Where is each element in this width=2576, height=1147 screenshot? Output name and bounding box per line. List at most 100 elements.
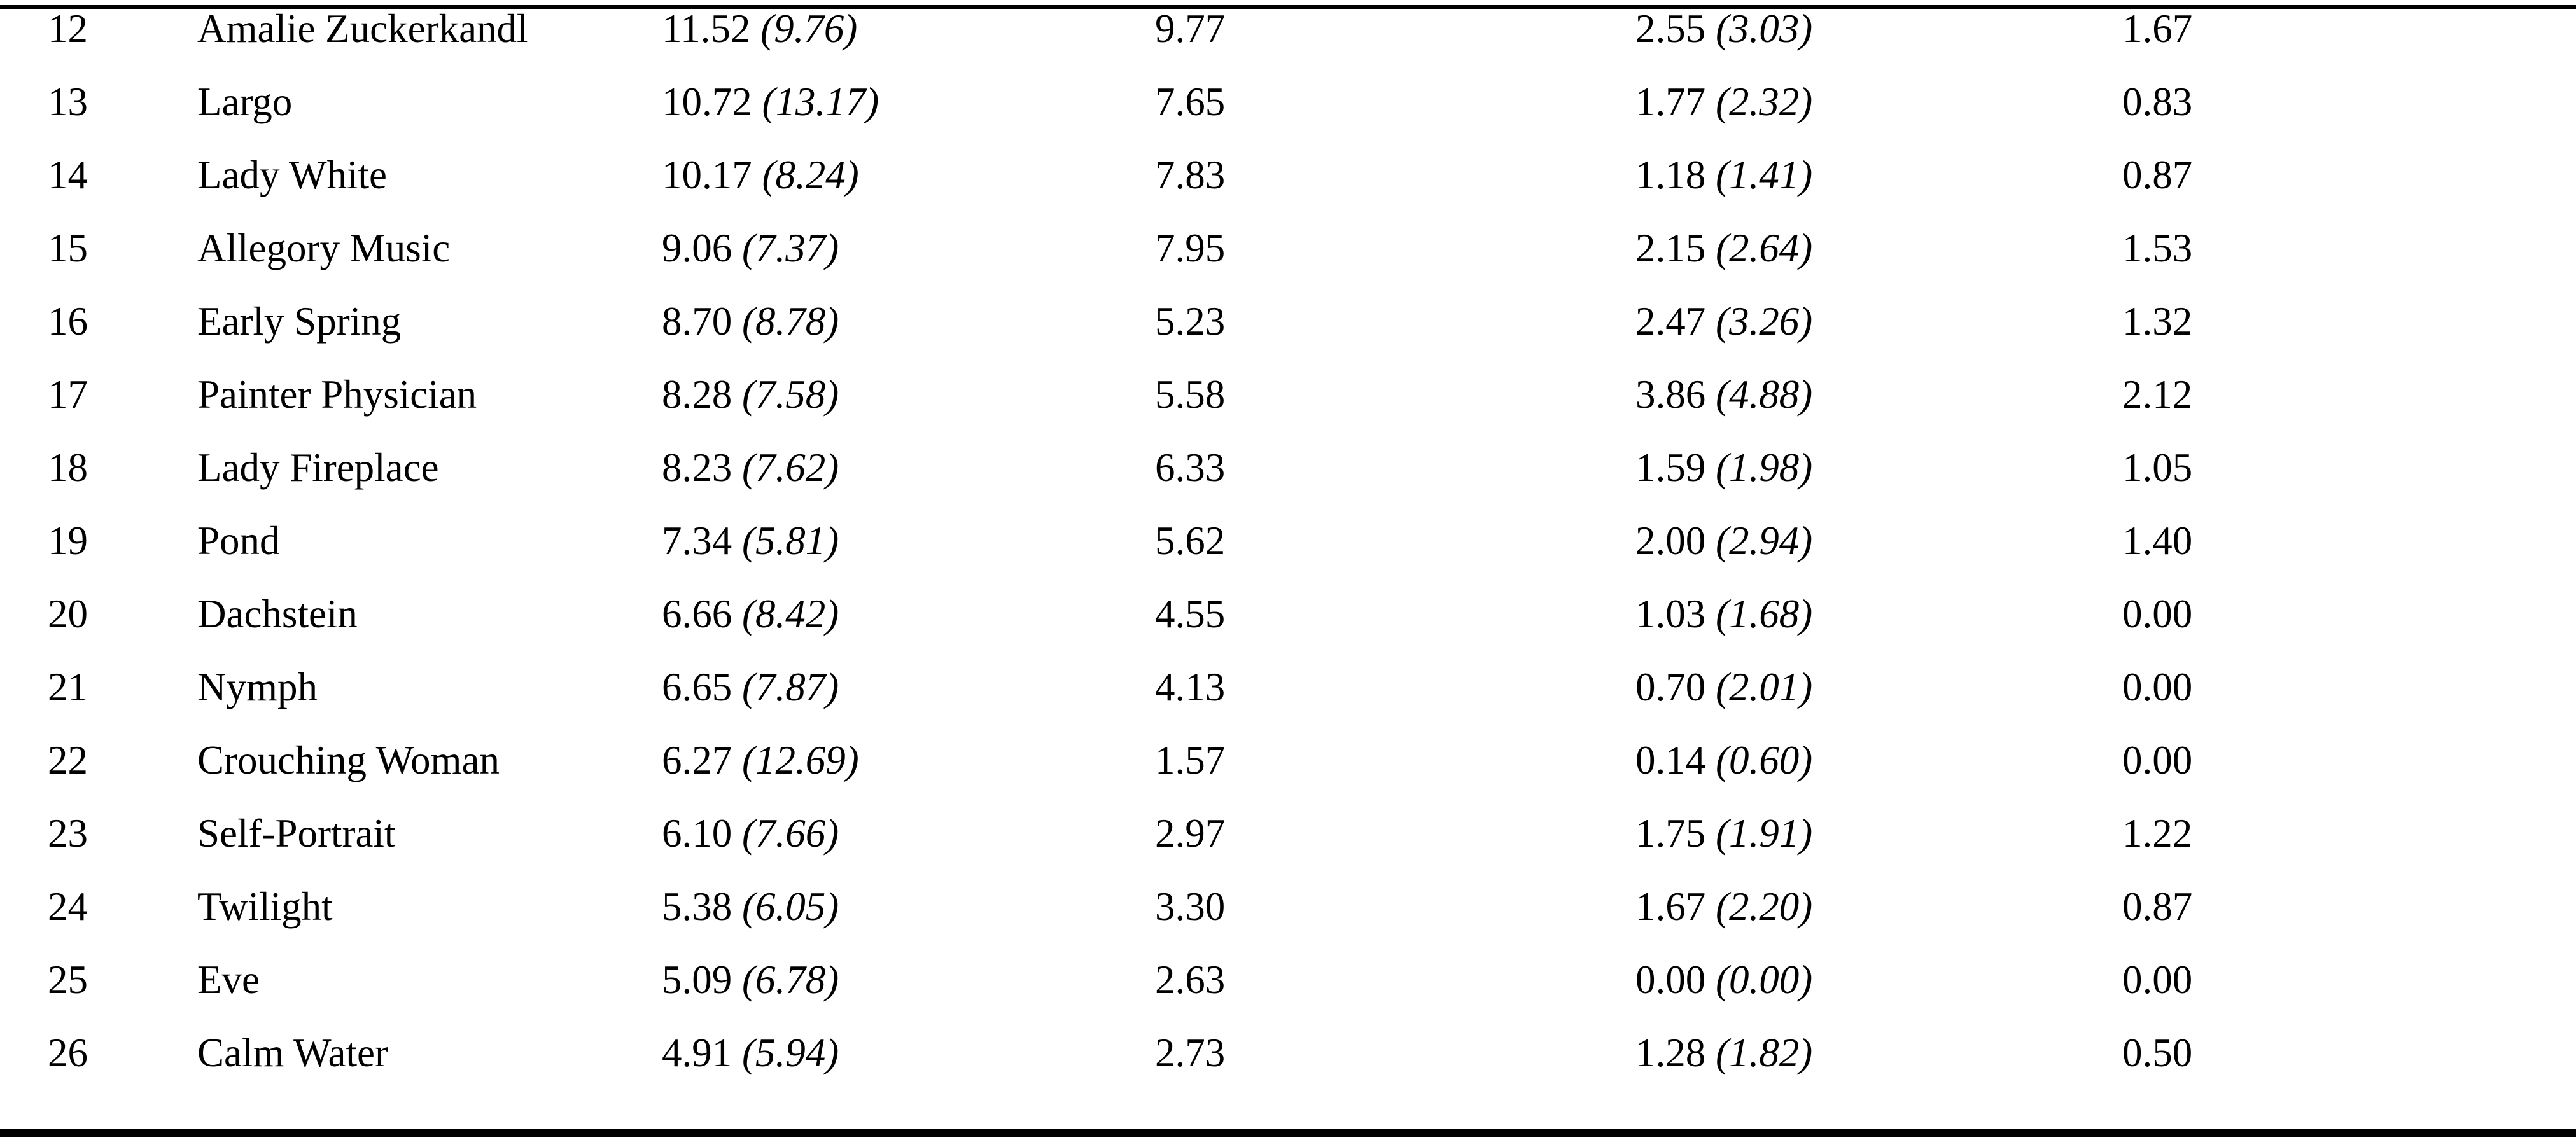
value4: 0.00	[2122, 740, 2193, 782]
table-row: 24 Twilight 5.38 (6.05) 3.30 1.67 (2.20)…	[0, 887, 2576, 960]
rank-value: 13	[48, 82, 88, 124]
value1-paren: (8.24)	[762, 155, 859, 197]
table-row: 18 Lady Fireplace 8.23 (7.62) 6.33 1.59 …	[0, 448, 2576, 521]
table-row: 15 Allegory Music 9.06 (7.37) 7.95 2.15 …	[0, 228, 2576, 302]
value1: 10.17	[662, 155, 752, 197]
value1-paren: (13.17)	[762, 82, 879, 124]
value2-cell: 2.97	[1155, 814, 1635, 887]
rank-value: 25	[48, 960, 88, 1002]
table-row: 22 Crouching Woman 6.27 (12.69) 1.57 0.1…	[0, 740, 2576, 814]
artwork-title-cell: Amalie Zuckerkandl	[197, 9, 662, 82]
rank-cell: 25	[0, 960, 197, 1033]
artwork-title: Pond	[197, 521, 280, 563]
rank-value: 22	[48, 740, 88, 782]
artwork-title: Twilight	[197, 887, 333, 929]
value3: 2.47	[1635, 302, 1706, 344]
rank-cell: 20	[0, 594, 197, 667]
value1-paren: (5.94)	[742, 1033, 839, 1075]
value4-cell: 0.87	[2122, 155, 2576, 228]
value3-cell: 3.86 (4.88)	[1635, 375, 2122, 448]
value1-paren: (7.62)	[742, 448, 839, 490]
value3: 1.03	[1635, 594, 1706, 636]
value3-paren: (3.03)	[1716, 9, 1813, 51]
value1: 5.38	[662, 887, 732, 929]
value4-cell: 0.00	[2122, 667, 2576, 740]
value1: 6.65	[662, 667, 732, 709]
table-row: 21 Nymph 6.65 (7.87) 4.13 0.70 (2.01) 0.…	[0, 667, 2576, 740]
value1-paren: (8.78)	[742, 302, 839, 344]
value3-paren: (1.91)	[1716, 814, 1813, 856]
table-row: 20 Dachstein 6.66 (8.42) 4.55 1.03 (1.68…	[0, 594, 2576, 667]
value1-cell: 5.09 (6.78)	[662, 960, 1155, 1033]
rank-value: 14	[48, 155, 88, 197]
value3-cell: 1.67 (2.20)	[1635, 887, 2122, 960]
value2: 4.13	[1155, 667, 1226, 709]
value3-cell: 2.55 (3.03)	[1635, 9, 2122, 82]
value3-paren: (2.94)	[1716, 521, 1813, 563]
artwork-title-cell: Dachstein	[197, 594, 662, 667]
value3-paren: (2.20)	[1716, 887, 1813, 929]
value3-cell: 1.28 (1.82)	[1635, 1033, 2122, 1106]
value2: 4.55	[1155, 594, 1226, 636]
value1: 8.70	[662, 302, 732, 344]
table-row: 14 Lady White 10.17 (8.24) 7.83 1.18 (1.…	[0, 155, 2576, 228]
artwork-title-cell: Lady White	[197, 155, 662, 228]
value1: 6.10	[662, 814, 732, 856]
artwork-title-cell: Calm Water	[197, 1033, 662, 1106]
rank-cell: 14	[0, 155, 197, 228]
value2: 2.97	[1155, 814, 1226, 856]
value2-cell: 5.58	[1155, 375, 1635, 448]
value2: 5.58	[1155, 375, 1226, 417]
value4-cell: 1.05	[2122, 448, 2576, 521]
value3-cell: 1.03 (1.68)	[1635, 594, 2122, 667]
value2-cell: 7.83	[1155, 155, 1635, 228]
rank-value: 24	[48, 887, 88, 929]
artwork-title: Amalie Zuckerkandl	[197, 9, 528, 51]
value4-cell: 0.50	[2122, 1033, 2576, 1106]
value3-paren: (3.26)	[1716, 302, 1813, 344]
value2: 2.73	[1155, 1033, 1226, 1075]
table-row: 13 Largo 10.72 (13.17) 7.65 1.77 (2.32) …	[0, 82, 2576, 155]
value4: 0.87	[2122, 155, 2193, 197]
artwork-title: Calm Water	[197, 1033, 388, 1075]
value4: 0.50	[2122, 1033, 2193, 1075]
value1-cell: 10.17 (8.24)	[662, 155, 1155, 228]
value4: 0.83	[2122, 82, 2193, 124]
value3: 1.18	[1635, 155, 1706, 197]
value2-cell: 5.62	[1155, 521, 1635, 594]
value4-cell: 0.00	[2122, 594, 2576, 667]
value2-cell: 3.30	[1155, 887, 1635, 960]
value3-paren: (1.41)	[1716, 155, 1813, 197]
rank-value: 12	[48, 9, 88, 51]
value1-paren: (6.05)	[742, 887, 839, 929]
rank-cell: 19	[0, 521, 197, 594]
value1-paren: (9.76)	[760, 9, 858, 51]
value2: 9.77	[1155, 9, 1226, 51]
value3-cell: 2.47 (3.26)	[1635, 302, 2122, 375]
value2: 7.95	[1155, 228, 1226, 270]
value1: 6.27	[662, 740, 732, 782]
value3: 2.15	[1635, 228, 1706, 270]
table-row: 25 Eve 5.09 (6.78) 2.63 0.00 (0.00) 0.00	[0, 960, 2576, 1033]
results-table: 12 Amalie Zuckerkandl 11.52 (9.76) 9.77 …	[0, 5, 2576, 1137]
value3: 1.59	[1635, 448, 1706, 490]
value4: 0.00	[2122, 594, 2193, 636]
value4: 1.05	[2122, 448, 2193, 490]
value1: 5.09	[662, 960, 732, 1002]
value4: 1.67	[2122, 9, 2193, 51]
value2: 5.23	[1155, 302, 1226, 344]
rank-value: 23	[48, 814, 88, 856]
artwork-title-cell: Pond	[197, 521, 662, 594]
rank-cell: 13	[0, 82, 197, 155]
value3-cell: 0.70 (2.01)	[1635, 667, 2122, 740]
value1-paren: (7.58)	[742, 375, 839, 417]
value1-cell: 6.65 (7.87)	[662, 667, 1155, 740]
value1-cell: 6.10 (7.66)	[662, 814, 1155, 887]
value3-cell: 2.00 (2.94)	[1635, 521, 2122, 594]
value3-paren: (2.64)	[1716, 228, 1813, 270]
rank-cell: 16	[0, 302, 197, 375]
table-row: 17 Painter Physician 8.28 (7.58) 5.58 3.…	[0, 375, 2576, 448]
value2-cell: 9.77	[1155, 9, 1635, 82]
rank-value: 15	[48, 228, 88, 270]
value1-cell: 5.38 (6.05)	[662, 887, 1155, 960]
